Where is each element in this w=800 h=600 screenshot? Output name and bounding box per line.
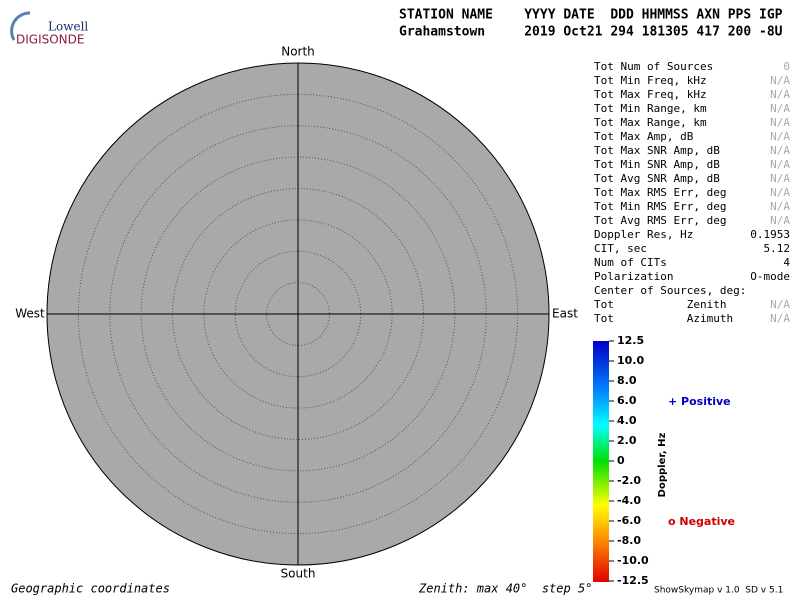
logo-bottom: DIGISONDE xyxy=(16,33,84,47)
stat-label: Tot Avg RMS Err, deg xyxy=(594,214,726,227)
stat-label: Tot Zenith xyxy=(594,298,726,311)
colorbar-tick-label: 4.0 xyxy=(617,414,637,427)
stat-label: Tot Max Freq, kHz xyxy=(594,88,707,101)
stat-value: N/A xyxy=(770,158,790,171)
stat-label: Tot Max SNR Amp, dB xyxy=(594,144,720,157)
stat-label: Tot Max Amp, dB xyxy=(594,130,694,143)
stat-value: N/A xyxy=(770,200,790,213)
stat-label: Tot Min SNR Amp, dB xyxy=(594,158,720,171)
stat-label: Polarization xyxy=(594,270,673,283)
colorbar-label: Doppler, Hz xyxy=(657,433,668,498)
colorbar-tick-label: 12.5 xyxy=(617,334,644,347)
footer-left: Geographic coordinates xyxy=(11,582,170,596)
stat-label: Tot Min Freq, kHz xyxy=(594,74,707,87)
footer-right: ShowSkymap v 1.0 SD v 5.1 xyxy=(654,586,783,596)
north-label: North xyxy=(281,45,315,59)
stat-value: N/A xyxy=(770,298,790,311)
stat-label: CIT, sec xyxy=(594,242,647,255)
colorbar-tick-label: 2.0 xyxy=(617,434,637,447)
stat-label: Tot Max Range, km xyxy=(594,116,707,129)
stat-label: Tot Avg SNR Amp, dB xyxy=(594,172,720,185)
stat-label: Tot Max RMS Err, deg xyxy=(594,186,726,199)
stat-value: N/A xyxy=(770,116,790,129)
stat-value: N/A xyxy=(770,186,790,199)
footer-middle: Zenith: max 40° step 5° xyxy=(418,582,592,596)
colorbar-tick-label: -8.0 xyxy=(617,534,641,547)
stat-label: Tot Num of Sources xyxy=(594,60,713,73)
stat-value: N/A xyxy=(770,172,790,185)
stat-value: N/A xyxy=(770,88,790,101)
stat-label: Tot Azimuth xyxy=(594,312,733,325)
stat-value: 0.1953 xyxy=(750,228,790,241)
east-label: East xyxy=(552,307,578,321)
colorbar-tick-label: -2.0 xyxy=(617,474,641,487)
stat-label: Center of Sources, deg: xyxy=(594,284,746,297)
stat-value: N/A xyxy=(770,214,790,227)
colorbar-tick-label: -6.0 xyxy=(617,514,641,527)
stat-value: N/A xyxy=(770,144,790,157)
stat-label: Num of CITs xyxy=(594,256,667,269)
header-fields: STATION NAME YYYY DATE DDD HHMMSS AXN PP… xyxy=(399,8,783,23)
colorbar-tick-label: 10.0 xyxy=(617,354,644,367)
logo-top: Lowell xyxy=(48,20,88,34)
colorbar xyxy=(593,341,609,582)
colorbar-tick-label: 6.0 xyxy=(617,394,637,407)
stat-value: N/A xyxy=(770,312,790,325)
colorbar-tick-label: 8.0 xyxy=(617,374,637,387)
south-label: South xyxy=(281,567,316,581)
logo-arc xyxy=(10,11,31,41)
stat-value: 5.12 xyxy=(764,242,791,255)
colorbar-tick-label: -4.0 xyxy=(617,494,641,507)
west-label: West xyxy=(15,307,45,321)
stat-value: N/A xyxy=(770,102,790,115)
negative-legend: o Negative xyxy=(668,515,735,528)
colorbar-tick-label: -10.0 xyxy=(617,554,649,567)
stat-label: Tot Min RMS Err, deg xyxy=(594,200,726,213)
header-values: Grahamstown 2019 Oct21 294 181305 417 20… xyxy=(399,25,783,40)
stat-value: 0 xyxy=(783,60,790,73)
stat-value: N/A xyxy=(770,74,790,87)
colorbar-tick-label: -12.5 xyxy=(617,574,649,587)
stat-value: N/A xyxy=(770,130,790,143)
stat-label: Tot Min Range, km xyxy=(594,102,707,115)
positive-legend: + Positive xyxy=(668,395,731,408)
stat-value: 4 xyxy=(783,256,790,269)
colorbar-tick-label: 0 xyxy=(617,454,625,467)
stat-value: O-mode xyxy=(750,270,790,283)
stat-label: Doppler Res, Hz xyxy=(594,228,693,241)
